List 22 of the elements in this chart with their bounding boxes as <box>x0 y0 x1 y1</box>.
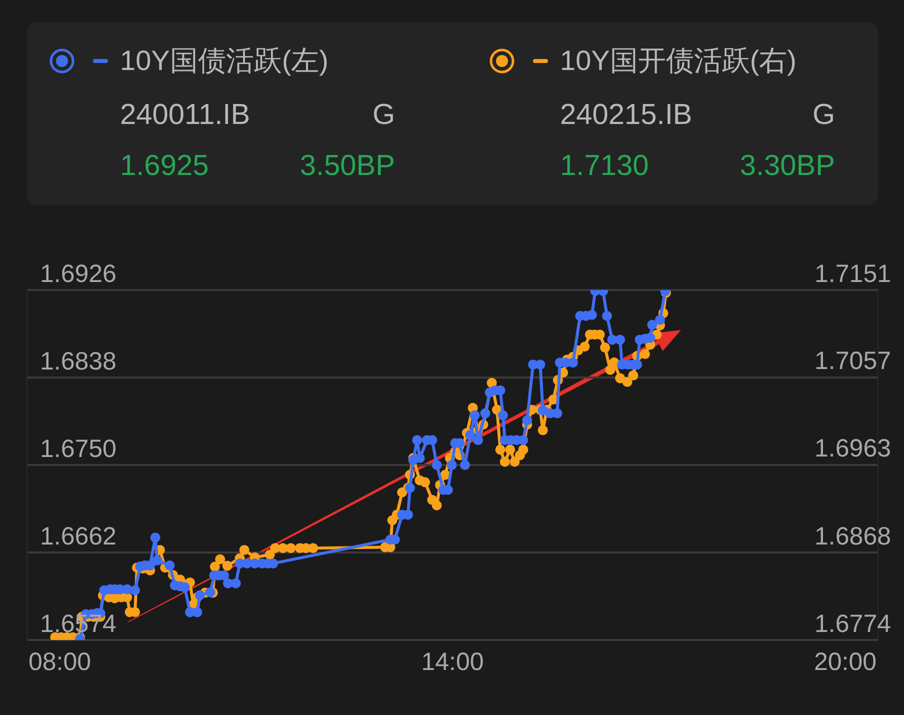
y-tick-label: 1.6662 <box>40 522 116 550</box>
text: 3.50BP <box>300 149 395 184</box>
legend-label: 10Y国开债活跃(右) <box>560 44 796 78</box>
y-tick-label: 1.6838 <box>40 347 116 376</box>
y-tick-label: 1.6926 <box>40 260 116 288</box>
y2-tick-label: 1.6774 <box>814 610 892 638</box>
text: 3.30BP <box>740 149 835 184</box>
x-tick-label: 20:00 <box>814 648 877 676</box>
y2-tick-label: 1.6868 <box>814 522 891 551</box>
text: G <box>372 98 395 133</box>
text: 240011.IB <box>120 98 250 133</box>
legend-label: 10Y国债活跃(左) <box>120 44 328 78</box>
y2-tick-label: 1.7057 <box>814 347 891 376</box>
y-tick-label: 1.6750 <box>40 434 116 463</box>
y2-tick-label: 1.7151 <box>814 260 891 288</box>
text: 240215.IB <box>560 98 692 133</box>
text: 1.6925 <box>120 149 209 184</box>
text: 1.7130 <box>560 149 649 184</box>
x-tick-label: 08:00 <box>28 648 92 676</box>
text: G <box>812 98 835 133</box>
x-tick-label: 14:00 <box>421 648 484 676</box>
y2-tick-label: 1.6963 <box>814 434 891 462</box>
